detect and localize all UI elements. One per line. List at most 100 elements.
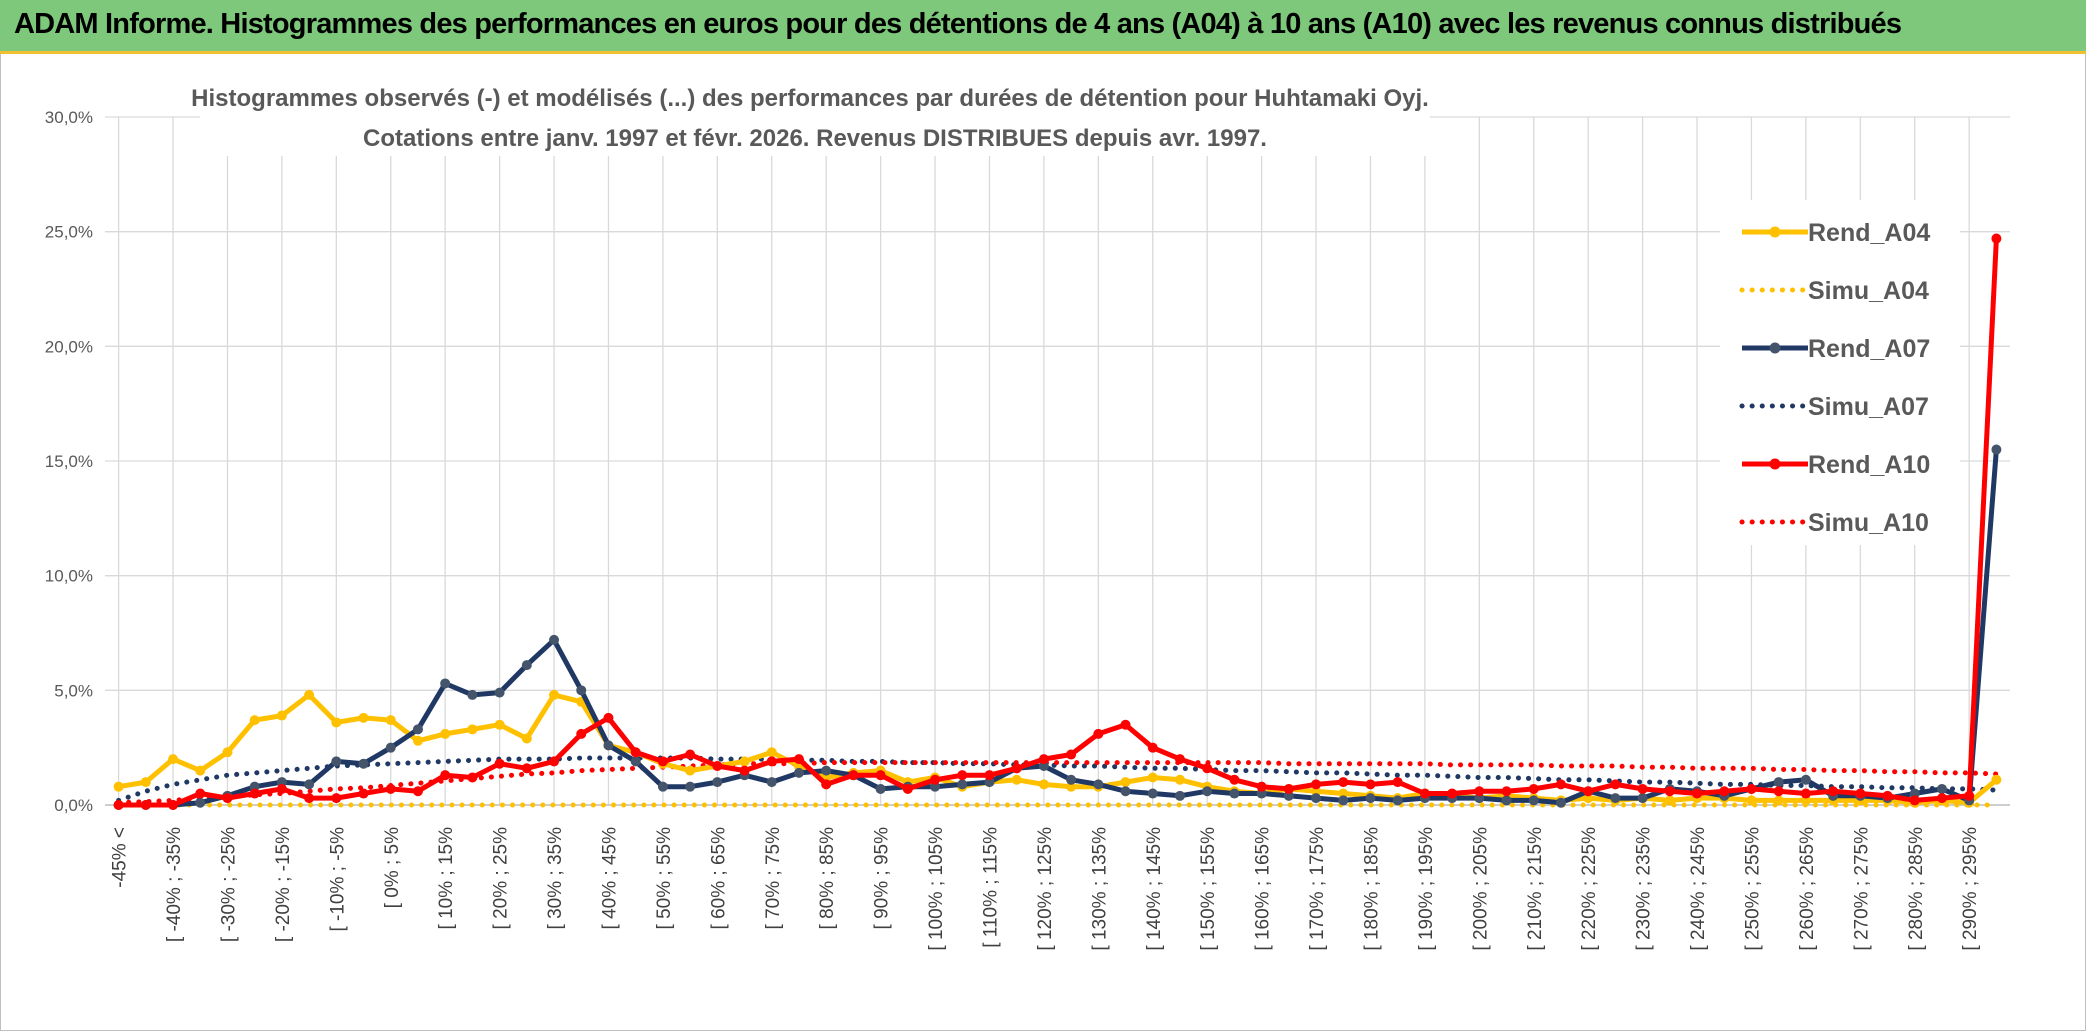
data-point <box>440 678 451 689</box>
data-point <box>1991 774 2002 785</box>
data-point <box>1555 779 1566 790</box>
chart-subtitle: Cotations entre janv. 1997 et févr. 2026… <box>363 125 1267 152</box>
data-point <box>1147 742 1158 753</box>
y-tick-label: 10,0% <box>45 567 93 586</box>
data-point <box>712 777 723 788</box>
data-point <box>1610 793 1621 804</box>
data-point <box>249 788 260 799</box>
x-tick-label: [ 140% ; 145% <box>1144 827 1165 951</box>
data-point <box>1501 795 1512 806</box>
data-point <box>1474 793 1485 804</box>
data-point <box>440 728 451 739</box>
data-point <box>440 770 451 781</box>
data-point <box>1419 788 1430 799</box>
report-banner: ADAM Informe. Histogrammes des performan… <box>0 0 2086 54</box>
data-point <box>1120 719 1131 730</box>
data-point <box>521 660 532 671</box>
legend-marker <box>1769 342 1781 354</box>
data-point <box>467 772 478 783</box>
data-point <box>766 777 777 788</box>
x-tick-label: [ 20% ; 25% <box>491 827 512 930</box>
data-point <box>1338 788 1349 799</box>
data-point <box>1447 788 1458 799</box>
x-tick-label: [ 290% ; 295% <box>1960 827 1981 951</box>
x-tick-label: [ 120% ; 125% <box>1035 827 1056 951</box>
x-tick-label: [ 260% ; 265% <box>1797 827 1818 951</box>
data-point <box>1800 774 1811 785</box>
data-point <box>1174 754 1185 765</box>
data-point <box>957 770 968 781</box>
data-point <box>1501 786 1512 797</box>
data-point <box>1338 795 1349 806</box>
data-point <box>385 783 396 794</box>
legend-label-rend_a10: Rend_A10 <box>1808 451 1930 479</box>
data-point <box>1664 786 1675 797</box>
legend-label-simu_a04: Simu_A04 <box>1808 277 1929 305</box>
data-point <box>1528 783 1539 794</box>
data-point <box>549 634 560 645</box>
data-point <box>304 779 315 790</box>
data-point <box>1202 763 1213 774</box>
data-point <box>1229 788 1240 799</box>
x-tick-label: [ -10% ; -5% <box>327 827 348 932</box>
x-tick-label: [ -20% ; -15% <box>273 827 294 942</box>
x-axis: -45% < [ -40% ; -35% [ -30% ; -25% [ -20% ;… <box>105 804 2010 951</box>
data-point <box>494 719 505 730</box>
data-point <box>1311 779 1322 790</box>
data-point <box>331 717 342 728</box>
data-point <box>195 788 206 799</box>
data-point <box>1365 779 1376 790</box>
data-point <box>1828 786 1839 797</box>
data-point <box>412 786 423 797</box>
data-point <box>766 747 777 758</box>
x-tick-label: [ 90% ; 95% <box>872 827 893 930</box>
data-point <box>494 758 505 769</box>
legend-label-simu_a07: Simu_A07 <box>1808 393 1929 421</box>
data-point <box>140 777 151 788</box>
data-point <box>1773 777 1784 788</box>
y-tick-label: 0,0% <box>54 796 93 815</box>
legend-label-simu_a10: Simu_A10 <box>1808 509 1929 537</box>
banner-title: ADAM Informe. Histogrammes des performan… <box>14 8 1902 40</box>
data-point <box>739 765 750 776</box>
data-point <box>685 749 696 760</box>
data-point <box>249 715 260 726</box>
data-point <box>1147 772 1158 783</box>
x-tick-label: [ 130% ; 135% <box>1089 827 1110 951</box>
x-tick-label: [ 10% ; 15% <box>436 827 457 930</box>
data-point <box>1991 233 2002 244</box>
data-point <box>1610 779 1621 790</box>
legend-marker <box>1769 458 1781 470</box>
data-point <box>1664 795 1675 806</box>
data-point <box>1120 777 1131 788</box>
data-point <box>739 756 750 767</box>
x-tick-label: -45% < <box>110 827 131 888</box>
data-point <box>276 777 287 788</box>
data-point <box>113 800 124 810</box>
data-point <box>222 793 233 804</box>
data-point <box>1528 795 1539 806</box>
y-tick-label: 5,0% <box>54 681 93 700</box>
y-axis: 0,0% 5,0% 10,0% 15,0% 20,0% 25,0% 30,0% <box>45 108 93 815</box>
data-point <box>875 783 886 794</box>
data-point <box>957 779 968 790</box>
x-tick-label: [ 170% ; 175% <box>1307 827 1328 951</box>
data-point <box>1038 754 1049 765</box>
data-point <box>685 765 696 776</box>
data-point <box>1229 774 1240 785</box>
y-tick-label: 30,0% <box>45 108 93 127</box>
data-point <box>1174 790 1185 801</box>
data-point <box>930 781 941 792</box>
data-point <box>195 765 206 776</box>
series-line-rend_a10 <box>116 236 1999 808</box>
data-point <box>521 763 532 774</box>
data-point <box>793 754 804 765</box>
data-point <box>1719 786 1730 797</box>
data-point <box>1066 774 1077 785</box>
data-point <box>1800 788 1811 799</box>
data-point <box>1773 795 1784 806</box>
data-point <box>549 689 560 700</box>
x-tick-label: [ 240% ; 245% <box>1688 827 1709 951</box>
data-point <box>766 756 777 767</box>
